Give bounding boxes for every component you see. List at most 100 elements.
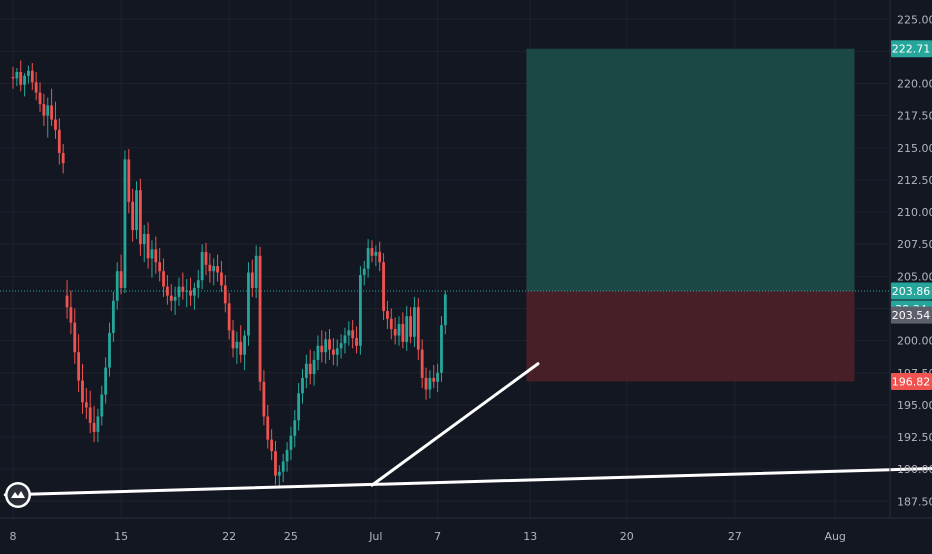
candle-body [196, 280, 200, 288]
candle [50, 88, 53, 126]
price-tick-label: 210.00 [897, 206, 932, 219]
candle-body [443, 294, 447, 326]
candle-body [111, 300, 115, 333]
candle-body [216, 266, 219, 273]
candle-body [27, 70, 30, 76]
candle [409, 307, 412, 344]
candle [46, 97, 50, 138]
candle-body [320, 345, 324, 353]
candle [169, 284, 173, 312]
candle [432, 365, 436, 389]
candle-body [11, 77, 15, 79]
candle-body [405, 316, 409, 342]
candle [359, 266, 362, 355]
candle-body [331, 349, 335, 355]
candle-body [57, 129, 61, 153]
candle [92, 406, 96, 443]
candle-body [247, 272, 250, 336]
candle-body [347, 330, 351, 336]
candle [413, 296, 416, 348]
candle-body [281, 461, 285, 472]
time-tick-label: 15 [114, 530, 128, 543]
candle-body [115, 271, 119, 301]
stop-zone[interactable] [526, 291, 855, 382]
tradingview-logo-icon[interactable] [5, 482, 31, 508]
target-zone[interactable] [526, 48, 855, 292]
candle-body [108, 332, 111, 368]
candle-body [301, 377, 304, 394]
candle [138, 178, 142, 256]
candle-body [243, 335, 246, 355]
time-tick-label: 20 [620, 530, 634, 543]
time-axis[interactable]: 8 15 22 25 Jul 7 13 20 27 Aug [10, 530, 846, 543]
candle [27, 65, 30, 84]
candle [258, 246, 262, 391]
candle [208, 253, 212, 283]
candle [19, 60, 23, 92]
candle [374, 245, 378, 267]
candle [428, 370, 432, 399]
candle [277, 465, 281, 488]
candle [316, 335, 320, 371]
trendlines[interactable] [3, 362, 932, 497]
candle-body [324, 339, 328, 353]
candle [96, 408, 100, 443]
candle-body [77, 352, 81, 381]
candle-body [65, 295, 69, 308]
svg-text:203.54: 203.54 [892, 309, 931, 322]
candle [204, 242, 208, 276]
candle [320, 330, 324, 363]
svg-text:222.71: 222.71 [892, 43, 931, 56]
candle-body [84, 402, 88, 408]
candle-body [389, 318, 393, 330]
candle [69, 290, 73, 335]
price-tick-label: 207.50 [897, 238, 932, 251]
candle [154, 236, 158, 274]
candle [420, 339, 424, 389]
candle [177, 277, 181, 306]
candle-body [250, 272, 254, 288]
candle [382, 253, 385, 321]
candle [416, 298, 420, 360]
candle [343, 327, 347, 354]
candle-body [397, 323, 401, 336]
candle [436, 363, 439, 393]
candle-body [42, 104, 46, 116]
candle-body [409, 316, 412, 337]
candle-body [316, 345, 320, 360]
trendline[interactable] [3, 467, 932, 497]
candles [11, 60, 447, 488]
candle [38, 82, 42, 112]
time-tick-label: 7 [434, 530, 441, 543]
candle-body [293, 420, 297, 436]
candle [146, 222, 150, 269]
candle [304, 354, 308, 389]
price-tick-label: 215.00 [897, 142, 932, 155]
candle-body [436, 372, 439, 382]
candle-body [30, 70, 34, 83]
svg-text:196.82: 196.82 [892, 375, 931, 388]
candle-body [185, 290, 189, 292]
candle [196, 269, 200, 299]
candle-body [420, 349, 424, 378]
candle-body [154, 249, 158, 263]
candle [142, 224, 146, 263]
candle [347, 321, 351, 346]
candle-body [162, 271, 165, 287]
candle-body [289, 435, 293, 450]
candle-body [100, 394, 104, 417]
candle-body [355, 338, 358, 346]
candle [335, 339, 339, 367]
candle-body [227, 303, 231, 331]
candle-body [34, 82, 38, 93]
time-tick-label: 27 [728, 530, 742, 543]
long-position-tool[interactable] [0, 48, 890, 382]
candle [23, 73, 26, 97]
trendline[interactable] [370, 362, 540, 487]
candle-body [440, 325, 443, 373]
candle-body [370, 248, 374, 256]
candle-body [142, 233, 146, 245]
candle-body [50, 105, 53, 120]
time-tick-label: Aug [824, 530, 845, 543]
